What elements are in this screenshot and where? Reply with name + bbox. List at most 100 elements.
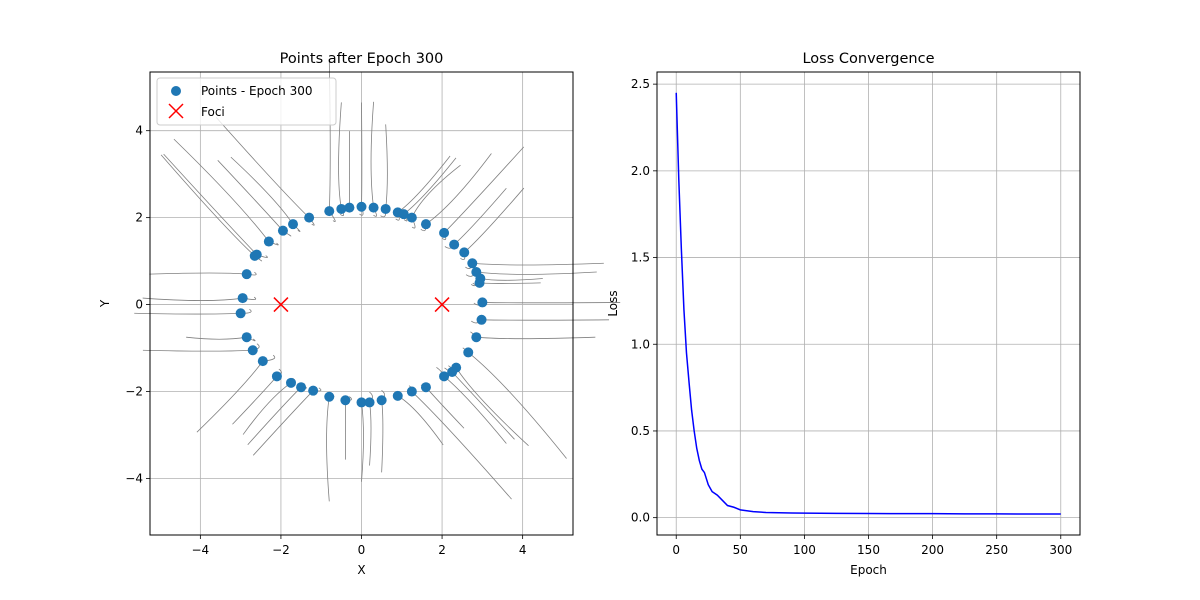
data-point <box>376 395 387 406</box>
data-point <box>241 269 252 280</box>
focus-marker <box>273 297 289 313</box>
loss-series-line <box>675 92 1061 515</box>
points-series <box>235 201 488 408</box>
trajectory-line <box>163 153 258 255</box>
x-tick-label: 50 <box>733 543 748 557</box>
loss-title: Loss Convergence <box>802 51 934 67</box>
points-title: Points after Epoch 300 <box>280 51 444 67</box>
trajectory-line <box>476 336 596 340</box>
trajectory-line <box>468 352 567 459</box>
trajectory-line <box>443 376 507 444</box>
data-point <box>288 219 299 230</box>
trajectory-line <box>443 146 525 234</box>
x-tick-label: 100 <box>793 543 816 557</box>
data-point <box>420 219 431 230</box>
data-point <box>271 371 282 382</box>
trajectory-line <box>215 117 310 218</box>
data-point <box>249 250 260 261</box>
x-tick-label: 250 <box>985 543 1008 557</box>
loss-line <box>675 92 1061 515</box>
y-tick-label: 0.5 <box>631 424 650 438</box>
data-point <box>475 273 486 284</box>
y-tick-label: 1.0 <box>631 337 650 351</box>
trajectory-line <box>361 402 364 482</box>
x-tick-label: −2 <box>272 543 290 557</box>
foci-series <box>273 297 450 313</box>
data-point <box>420 382 431 393</box>
data-point <box>364 397 375 408</box>
x-tick-label: 0 <box>672 543 680 557</box>
legend-box <box>156 77 337 126</box>
trajectory-line <box>326 396 330 502</box>
trajectory-line <box>252 390 314 456</box>
data-point <box>476 314 487 325</box>
loss-plot: 0 50 100 150 200 250 300 0.0 0.5 1.0 1.5 2.0 2.5 Los… <box>606 51 1081 577</box>
x-tick-label: 0 <box>358 543 366 557</box>
trajectory-line <box>381 400 384 473</box>
points-ylabel: Y <box>98 299 112 308</box>
data-point <box>449 239 460 250</box>
trajectory-line <box>142 297 243 301</box>
data-point <box>296 382 307 393</box>
data-point <box>463 347 474 358</box>
data-point <box>380 203 391 214</box>
trajectory-line <box>476 271 597 275</box>
trajectory-line <box>425 386 465 429</box>
data-point <box>277 225 288 236</box>
data-point <box>439 371 450 382</box>
legend-points-label: Points - Epoch 300 <box>201 84 312 98</box>
data-point <box>263 236 274 247</box>
data-point <box>467 258 478 269</box>
trajectory-line <box>232 376 278 425</box>
points-xlabel: X <box>357 563 365 577</box>
y-tick-label: 2.5 <box>631 77 650 91</box>
trajectory-line <box>397 395 444 446</box>
legend-foci-marker <box>168 103 184 119</box>
data-point <box>439 227 450 238</box>
data-point <box>340 395 351 406</box>
y-tick-label: 2.0 <box>631 164 650 178</box>
trajectory-line <box>142 349 253 352</box>
trajectory-line <box>149 272 247 275</box>
data-point <box>392 390 403 401</box>
y-tick-label: 0 <box>135 298 143 312</box>
x-tick-label: 200 <box>921 543 944 557</box>
data-point <box>324 391 335 402</box>
trajectory-line <box>403 157 457 215</box>
trajectory-line <box>369 402 372 466</box>
trajectory-line <box>247 386 302 445</box>
data-point <box>241 332 252 343</box>
data-point <box>286 377 296 388</box>
trajectory-line <box>451 371 515 440</box>
trajectory-line <box>186 336 247 340</box>
y-tick-label: 2 <box>135 211 143 225</box>
trajectory-line <box>370 101 374 208</box>
data-point <box>336 203 347 214</box>
trajectory-line <box>134 312 241 315</box>
loss-grid <box>657 72 1080 535</box>
data-point <box>368 202 379 213</box>
trajectory-line <box>480 278 543 281</box>
trajectory-line <box>160 154 256 257</box>
trajectory-line <box>479 282 541 284</box>
x-tick-label: 300 <box>1049 543 1072 557</box>
trajectory-line <box>217 160 284 231</box>
legend-foci-label: Foci <box>201 105 225 119</box>
loss-ylabel: Loss <box>606 290 620 316</box>
data-point <box>356 201 367 212</box>
trajectory-line <box>472 262 604 266</box>
data-point <box>356 397 367 408</box>
x-tick-label: 4 <box>519 543 527 557</box>
data-point <box>324 206 335 217</box>
x-tick-label: 150 <box>857 543 880 557</box>
data-point <box>398 209 409 220</box>
x-tick-label: 2 <box>438 543 446 557</box>
trajectory-line <box>385 124 388 209</box>
y-tick-label: 4 <box>135 124 143 138</box>
data-point <box>235 308 246 319</box>
data-point <box>459 247 470 258</box>
data-point <box>477 297 488 308</box>
trajectory-line <box>411 391 512 500</box>
trajectory-line <box>463 187 525 253</box>
